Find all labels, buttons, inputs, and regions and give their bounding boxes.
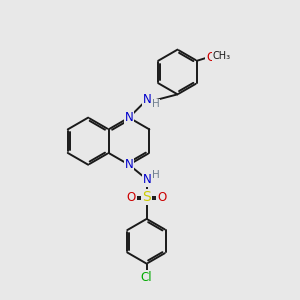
Text: O: O [206,51,215,64]
Text: N: N [124,158,133,171]
Text: H: H [152,99,159,110]
Text: N: N [143,93,152,106]
Text: CH₃: CH₃ [213,51,231,62]
Text: N: N [124,111,133,124]
Text: O: O [127,190,136,204]
Text: S: S [142,190,151,204]
Text: N: N [143,173,152,186]
Text: O: O [157,190,167,204]
Text: H: H [152,170,159,180]
Text: Cl: Cl [141,271,152,284]
